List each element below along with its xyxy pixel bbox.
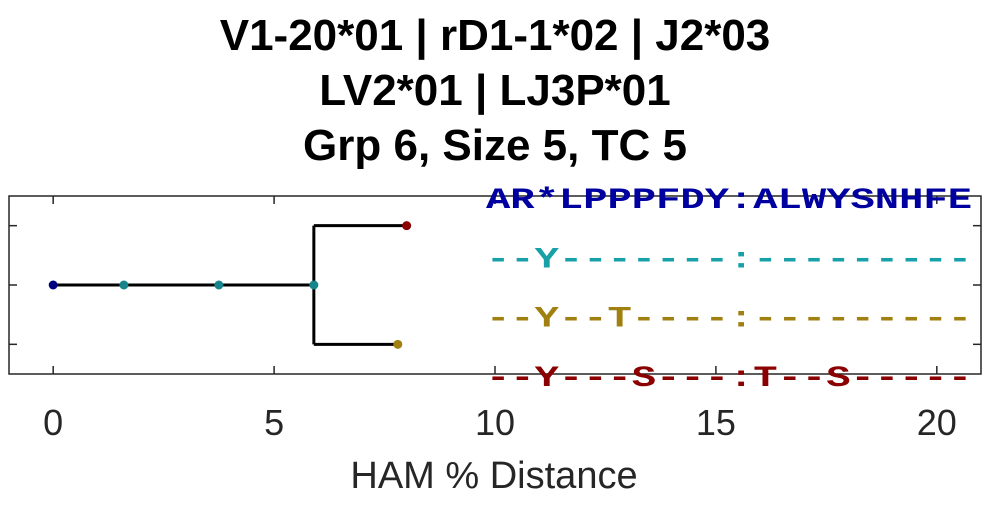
tree-node [402,221,412,231]
sequence-label: --Y---S---:T--S----- [486,362,972,396]
tree-node [119,280,129,290]
x-tick-label: 15 [696,402,736,443]
sequence-label: AR*LPPPFDY:ALWYSNHFE [486,184,972,218]
tree-node [309,280,319,290]
x-tick-label: 0 [43,402,63,443]
title-line-3: Grp 6, Size 5, TC 5 [303,121,687,170]
x-axis-label: HAM % Distance [350,455,637,497]
x-tick-label: 10 [475,402,515,443]
x-tick-label: 20 [917,402,957,443]
tree-node [48,280,58,290]
sequence-label: --Y--T----:--------- [486,303,972,337]
sequence-label: --Y-------:--------- [486,243,972,277]
title-line-1: V1-20*01 | rD1-1*02 | J2*03 [219,11,771,60]
x-tick-label: 5 [264,402,284,443]
chart-title: V1-20*01 | rD1-1*02 | J2*03 LV2*01 | LJ3… [0,8,990,173]
title-line-2: LV2*01 | LJ3P*01 [319,66,671,115]
tree-node [393,339,403,349]
tree-node [214,280,224,290]
